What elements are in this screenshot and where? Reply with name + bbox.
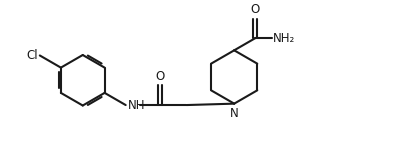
Text: O: O — [251, 3, 260, 16]
Text: O: O — [156, 70, 165, 83]
Text: NH: NH — [127, 98, 145, 112]
Text: Cl: Cl — [26, 49, 38, 62]
Text: NH₂: NH₂ — [273, 32, 295, 45]
Text: N: N — [230, 107, 238, 120]
